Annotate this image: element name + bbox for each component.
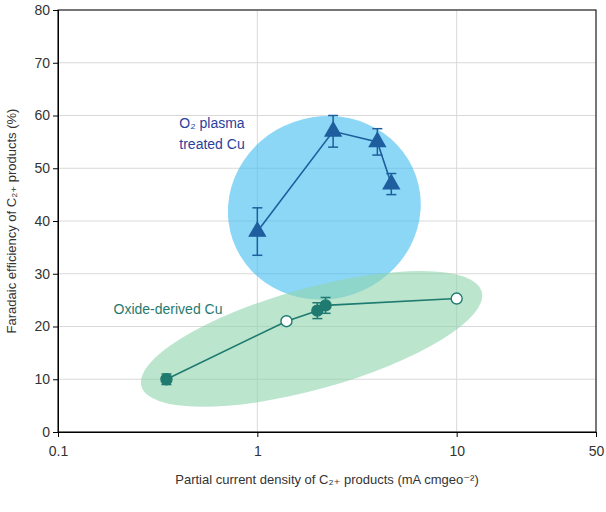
marker [281,316,292,327]
tick-mark [53,274,58,275]
tick: 20 [34,318,58,334]
tick-label: 20 [34,318,50,334]
error-cap [372,154,382,156]
tick-label: 70 [34,55,50,71]
error-cap [252,255,262,257]
tick-label: 50 [589,443,605,459]
marker [451,293,462,304]
x-axis: 0.1 1 10 50 [49,432,605,459]
tick-mark [457,432,458,437]
error-cap [321,297,331,299]
tick-mark [53,327,58,328]
tick-mark [53,168,58,169]
error-cap [328,146,338,148]
marker [369,133,385,147]
tick-label: 50 [34,160,50,176]
grid-line-y [58,115,596,116]
plot: 0.1 1 10 50 0 10 20 30 40 50 60 70 80 [34,2,604,459]
tick-label: 0 [42,424,50,440]
tick: 30 [34,266,58,282]
tick-label: 0.1 [49,443,69,459]
tick-mark [53,63,58,64]
y-axis-title: Faradaic efficiency of C₂₊ products (%) [4,109,19,334]
tick: 70 [34,55,58,71]
tick-mark [53,116,58,117]
marker [325,122,341,136]
group-shade [128,243,495,432]
tick: 0.1 [49,432,69,459]
tick-label: 80 [34,2,50,18]
tick: 50 [34,160,58,176]
series-label: Oxide-derived Cu [114,301,223,317]
error-cap [312,318,322,320]
error-cap [372,128,382,130]
tick-mark [53,10,58,11]
error-cap [386,194,396,196]
axis-line [59,433,597,438]
y-axis: 0 10 20 30 40 50 60 70 80 [34,2,58,440]
tick-label: 1 [254,443,262,459]
chart: 0.1 1 10 50 0 10 20 30 40 50 60 70 80 Partial current… [0,0,606,512]
tick: 50 [589,432,605,459]
tick-label: 10 [34,371,50,387]
series-label: O₂ plasmatreated Cu [179,115,245,152]
series [249,116,399,256]
series-line [257,131,391,231]
error-bar [161,374,171,385]
marker [320,300,331,311]
error-cap [252,207,262,209]
axis-line [53,11,59,433]
tick: 40 [34,213,58,229]
plot-frame [58,10,596,432]
tick: 0 [42,424,58,440]
tick: 80 [34,2,58,18]
marker [383,175,399,189]
tick-mark [596,432,597,437]
marker [249,222,265,236]
x-axis-title: Partial current density of C₂₊ products … [175,472,478,487]
tick: 10 [34,371,58,387]
tick: 1 [254,432,262,459]
data-area [128,89,495,432]
tick-mark [53,432,58,433]
tick: 60 [34,107,58,123]
tick: 10 [449,432,465,459]
tick-mark [53,221,58,222]
tick-label: 30 [34,266,50,282]
marker [161,374,172,385]
tick-label: 10 [449,443,465,459]
error-cap [328,115,338,117]
tick-label: 60 [34,107,50,123]
tick-label: 40 [34,213,50,229]
tick-mark [257,432,258,437]
grid-line-y [58,62,596,63]
tick-mark [53,379,58,380]
